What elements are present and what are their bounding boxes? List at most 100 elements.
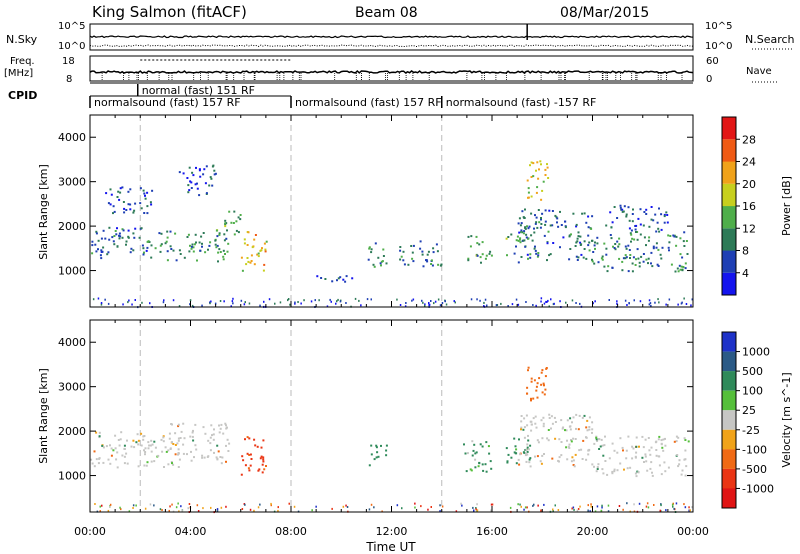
range-gate-cell	[567, 445, 570, 448]
range-gate-cell	[680, 473, 683, 476]
range-gate-cell	[123, 455, 126, 458]
range-gate-cell	[665, 509, 667, 512]
range-gate-cell	[207, 439, 210, 442]
range-gate-cell	[639, 233, 642, 236]
range-gate-cell	[475, 507, 477, 509]
range-gate-cell	[519, 237, 522, 240]
range-gate-cell	[518, 217, 521, 220]
range-gate-cell	[224, 219, 227, 222]
range-gate-cell	[547, 429, 550, 431]
range-gate-cell	[162, 440, 165, 443]
range-gate-cell	[249, 453, 252, 456]
range-gate-cell	[471, 440, 474, 443]
range-gate-cell	[149, 302, 151, 305]
range-gate-cell	[410, 245, 413, 247]
range-gate-cell	[109, 188, 112, 191]
range-gate-cell	[249, 464, 252, 467]
x-tick-label: 00:00	[677, 525, 709, 538]
colorbar-tick-label: -25	[742, 424, 760, 437]
range-gate-cell	[530, 176, 533, 178]
range-gate-cell	[297, 301, 299, 303]
range-gate-cell	[226, 438, 229, 441]
range-gate-cell	[224, 225, 227, 228]
range-gate-cell	[683, 231, 686, 234]
range-gate-cell	[464, 452, 467, 455]
range-gate-cell	[192, 246, 195, 249]
range-gate-cell	[525, 236, 528, 239]
range-gate-cell	[616, 240, 619, 243]
range-gate-cell	[522, 428, 525, 431]
range-gate-cell	[587, 504, 589, 507]
range-gate-cell	[474, 452, 477, 455]
range-gate-cell	[436, 250, 439, 253]
range-gate-cell	[277, 509, 279, 512]
range-gate-cell	[177, 425, 180, 428]
range-gate-cell	[171, 462, 173, 465]
range-gate-cell	[495, 304, 498, 307]
range-gate-cell	[115, 233, 118, 236]
range-gate-cell	[591, 431, 593, 434]
range-gate-cell	[554, 504, 556, 507]
range-gate-cell	[639, 223, 642, 226]
range-gate-cell	[560, 454, 563, 457]
range-gate-cell	[516, 235, 519, 238]
range-gate-cell	[527, 196, 530, 199]
range-gate-cell	[491, 503, 494, 506]
range-gate-cell	[672, 505, 674, 508]
range-gate-cell	[616, 302, 618, 305]
range-gate-cell	[142, 247, 145, 250]
range-gate-cell	[663, 221, 666, 224]
range-gate-cell	[532, 304, 534, 306]
range-gate-cell	[577, 508, 580, 510]
colorbar-swatch	[722, 488, 736, 508]
range-gate-cell	[163, 466, 165, 468]
range-gate-cell	[225, 460, 227, 463]
range-gate-cell	[556, 217, 559, 220]
colorbar-label: Power [dB]	[780, 176, 793, 236]
range-gate-cell	[649, 302, 652, 305]
date-title: 08/Mar/2015	[560, 5, 649, 21]
range-gate-cell	[629, 257, 631, 259]
range-gate-cell	[330, 300, 332, 303]
colorbar-swatch	[722, 161, 736, 184]
range-gate-cell	[401, 507, 403, 510]
range-gate-cell	[654, 301, 656, 304]
range-gate-cell	[683, 503, 685, 506]
range-gate-cell	[427, 250, 430, 253]
range-gate-cell	[210, 177, 213, 180]
range-gate-cell	[481, 445, 484, 448]
range-gate-cell	[105, 445, 108, 448]
range-gate-cell	[537, 441, 540, 444]
range-gate-cell	[579, 505, 581, 508]
range-gate-cell	[583, 248, 586, 250]
range-gate-cell	[248, 437, 251, 440]
range-gate-cell	[245, 263, 248, 266]
colorbar-swatch	[722, 410, 736, 430]
colorbar-tick-label: -1000	[742, 482, 774, 495]
range-gate-cell	[345, 504, 347, 507]
range-gate-cell	[300, 302, 302, 305]
range-gate-cell	[570, 440, 573, 443]
range-gate-cell	[115, 458, 118, 461]
range-gate-cell	[526, 448, 529, 451]
range-gate-cell	[174, 453, 177, 456]
range-gate-cell	[600, 438, 603, 441]
range-gate-cell	[360, 304, 362, 307]
range-gate-cell	[399, 304, 402, 306]
range-gate-cell	[580, 253, 583, 256]
range-gate-cell	[640, 255, 643, 258]
range-gate-cell	[101, 504, 103, 507]
range-gate-cell	[618, 237, 621, 240]
range-gate-cell	[469, 468, 472, 471]
range-gate-cell	[651, 471, 653, 474]
range-gate-cell	[248, 454, 251, 456]
range-gate-cell	[598, 448, 601, 450]
range-gate-cell	[598, 438, 601, 441]
range-gate-cell	[98, 435, 101, 438]
range-gate-cell	[533, 231, 536, 234]
range-gate-cell	[650, 251, 653, 254]
range-gate-cell	[590, 503, 592, 506]
range-gate-cell	[432, 251, 435, 254]
range-gate-cell	[539, 460, 542, 463]
range-gate-cell	[195, 241, 197, 244]
